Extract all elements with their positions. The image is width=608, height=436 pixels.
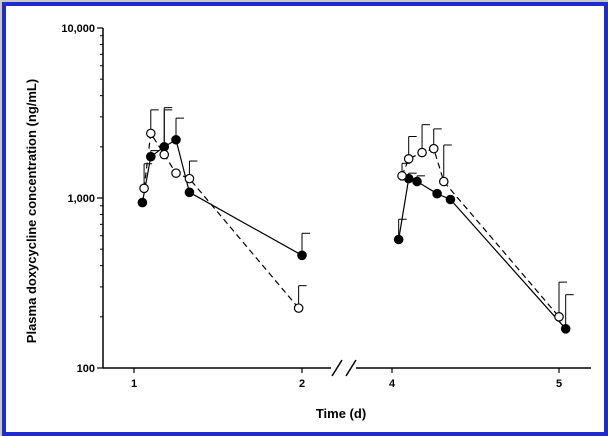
open-circle-point bbox=[554, 312, 564, 322]
filled-circle-point bbox=[560, 324, 571, 334]
series-line-filled bbox=[398, 177, 567, 330]
open-circle-point bbox=[159, 149, 170, 160]
open-circle-point bbox=[146, 128, 156, 139]
series-line-filled bbox=[141, 138, 303, 256]
y-tick-label: 1,000 bbox=[67, 193, 95, 205]
open-circle-point bbox=[184, 173, 195, 184]
filled-circle-point bbox=[184, 187, 195, 198]
open-circle-point bbox=[171, 168, 181, 178]
filled-circle-point bbox=[146, 151, 156, 162]
axis-break-mark bbox=[331, 359, 343, 377]
filled-circle-point bbox=[412, 176, 422, 187]
open-circle-point bbox=[139, 183, 149, 194]
filled-circle-point bbox=[393, 234, 404, 245]
doxycycline-chart: 100 1,000 10,000 1 2 4 5 Plasma doxycycline co… bbox=[24, 23, 591, 421]
x-tick-label: 4 bbox=[389, 378, 396, 390]
open-circle-point bbox=[438, 176, 449, 187]
x-axis-label: Time (d) bbox=[316, 406, 366, 421]
filled-circle-point bbox=[445, 194, 456, 205]
series-line-open bbox=[143, 131, 300, 309]
x-tick-label: 1 bbox=[131, 378, 137, 390]
open-circle-point bbox=[403, 154, 414, 164]
open-circle-point bbox=[417, 147, 427, 158]
axes: 100 1,000 10,000 1 2 4 5 bbox=[61, 23, 591, 390]
filled-circle-point bbox=[297, 250, 307, 261]
open-circle-point bbox=[428, 143, 439, 154]
filled-circle-point bbox=[159, 142, 170, 152]
filled-circle-point bbox=[137, 197, 148, 208]
open-circle-point bbox=[397, 171, 407, 181]
filled-circle-point bbox=[432, 188, 442, 199]
axis-break-mark bbox=[345, 359, 357, 377]
y-tick-label: 10,000 bbox=[61, 23, 95, 35]
open-circle-point bbox=[293, 303, 304, 313]
plot-marks bbox=[137, 107, 574, 334]
x-tick-label: 2 bbox=[299, 378, 305, 390]
filled-circle-point bbox=[171, 134, 181, 145]
y-tick-label: 100 bbox=[77, 363, 95, 375]
x-tick-label: 5 bbox=[556, 378, 562, 390]
y-axis-label: Plasma doxycycline concentration (ng/mL) bbox=[24, 79, 39, 343]
